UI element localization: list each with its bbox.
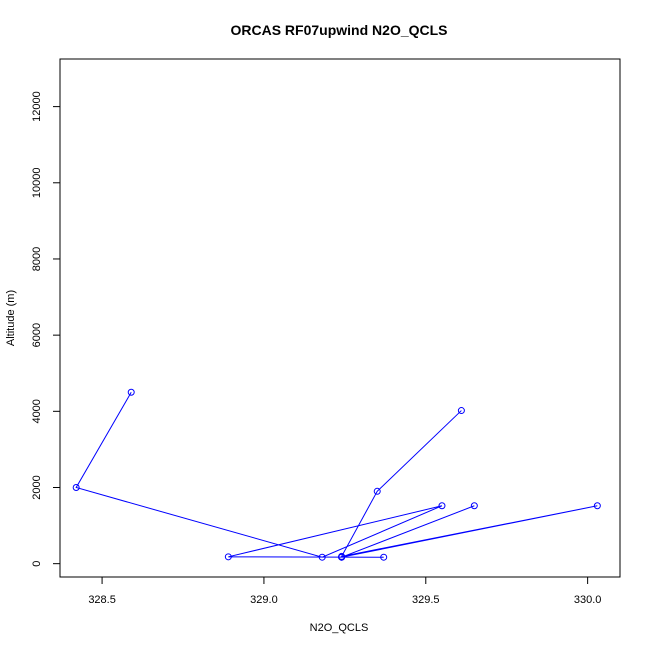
plot-area [72, 388, 601, 561]
data-point [470, 502, 478, 510]
y-tick-label: 4000 [31, 399, 43, 423]
y-tick-label: 8000 [31, 247, 43, 271]
y-axis-label: Altitude (m) [5, 290, 17, 346]
y-tick-label: 2000 [31, 475, 43, 499]
x-tick-label: 329.0 [250, 594, 278, 606]
x-tick-label: 328.5 [88, 594, 116, 606]
x-axis-label: N2O_QCLS [310, 622, 369, 634]
plot-frame [59, 58, 621, 578]
data-point [593, 502, 601, 510]
series-line [75, 392, 598, 558]
x-axis: 328.5 329.0 329.5 330.0 [88, 577, 601, 606]
data-point [318, 553, 326, 561]
data-point [338, 552, 346, 560]
y-tick-label: 10000 [31, 167, 43, 198]
y-axis: 0 2000 4000 6000 8000 10000 12000 [31, 91, 60, 567]
data-point [438, 502, 446, 510]
y-tick-label: 0 [31, 561, 43, 567]
data-point [72, 483, 80, 491]
y-tick-label: 6000 [31, 323, 43, 347]
x-tick-label: 329.5 [412, 594, 440, 606]
y-tick-label: 12000 [31, 91, 43, 122]
chart-title: ORCAS RF07upwind N2O_QCLS [230, 22, 447, 38]
data-point [127, 388, 135, 396]
data-point [373, 487, 381, 495]
x-tick-label: 330.0 [574, 594, 602, 606]
data-point [457, 407, 465, 415]
data-point [224, 553, 232, 561]
data-point [380, 553, 388, 561]
